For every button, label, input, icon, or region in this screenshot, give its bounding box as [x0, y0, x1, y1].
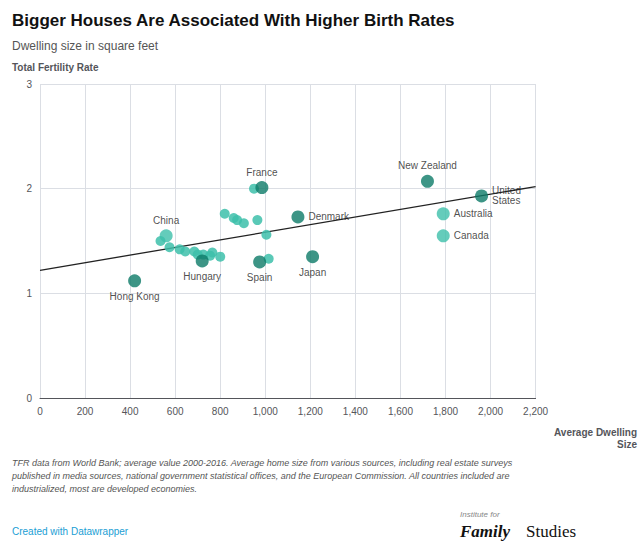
svg-text:Studies: Studies — [526, 522, 576, 541]
svg-text:2,200: 2,200 — [523, 406, 548, 417]
svg-text:Institute for: Institute for — [460, 510, 500, 519]
svg-text:China: China — [153, 215, 180, 226]
svg-text:United: United — [492, 185, 521, 197]
svg-text:New Zealand: New Zealand — [398, 160, 457, 171]
svg-text:1,800: 1,800 — [433, 406, 458, 417]
svg-text:Bigger Houses Are Associated W: Bigger Houses Are Associated With Higher… — [12, 11, 455, 30]
svg-text:600: 600 — [167, 406, 184, 417]
svg-text:1,200: 1,200 — [298, 406, 323, 417]
svg-text:Canada: Canada — [454, 230, 489, 241]
svg-text:Hong Kong: Hong Kong — [110, 291, 160, 302]
svg-text:Size: Size — [617, 439, 637, 450]
svg-text:France: France — [246, 167, 278, 178]
svg-text:Denmark: Denmark — [308, 211, 350, 222]
svg-text:0: 0 — [37, 406, 43, 417]
svg-text:TFR data from World Bank; aver: TFR data from World Bank; average value … — [12, 458, 513, 468]
svg-text:Japan: Japan — [299, 267, 326, 278]
svg-text:1,000: 1,000 — [253, 406, 278, 417]
svg-text:2: 2 — [26, 183, 32, 194]
svg-text:Hungary: Hungary — [183, 271, 221, 282]
svg-text:Dwelling size in square feet: Dwelling size in square feet — [12, 39, 159, 53]
svg-text:800: 800 — [212, 406, 229, 417]
svg-text:Family: Family — [459, 522, 511, 541]
svg-text:published in media sources, na: published in media sources, national gov… — [11, 471, 509, 481]
svg-text:2,000: 2,000 — [478, 406, 503, 417]
svg-text:0: 0 — [26, 393, 32, 404]
svg-text:Australia: Australia — [454, 208, 493, 219]
svg-text:3: 3 — [26, 79, 32, 90]
svg-text:1: 1 — [26, 288, 32, 299]
svg-text:industrialized, most are devel: industrialized, most are developed econo… — [12, 484, 197, 494]
svg-text:400: 400 — [122, 406, 139, 417]
svg-text:200: 200 — [77, 406, 94, 417]
svg-text:Spain: Spain — [247, 272, 273, 283]
svg-text:Total Fertility Rate: Total Fertility Rate — [12, 62, 99, 73]
svg-text:States: States — [492, 195, 520, 206]
svg-text:1,400: 1,400 — [343, 406, 368, 417]
svg-text:Created with Datawrapper: Created with Datawrapper — [12, 526, 129, 537]
svg-text:Average Dwelling: Average Dwelling — [554, 427, 637, 438]
svg-text:1,600: 1,600 — [388, 406, 413, 417]
